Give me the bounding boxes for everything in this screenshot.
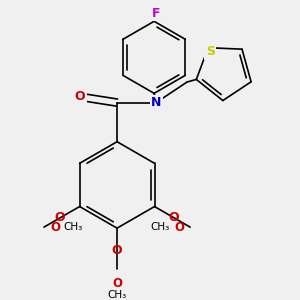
Text: S: S <box>206 45 215 58</box>
Text: O: O <box>112 244 122 257</box>
Text: CH₃: CH₃ <box>107 290 127 300</box>
Text: O: O <box>112 277 122 290</box>
Text: CH₃: CH₃ <box>150 222 170 232</box>
Text: O: O <box>50 220 60 234</box>
Text: O: O <box>55 212 65 224</box>
Text: O: O <box>75 90 85 103</box>
Text: O: O <box>169 212 179 224</box>
Text: F: F <box>152 7 161 20</box>
Text: CH₃: CH₃ <box>64 222 83 232</box>
Text: N: N <box>151 96 161 109</box>
Text: O: O <box>174 220 184 234</box>
